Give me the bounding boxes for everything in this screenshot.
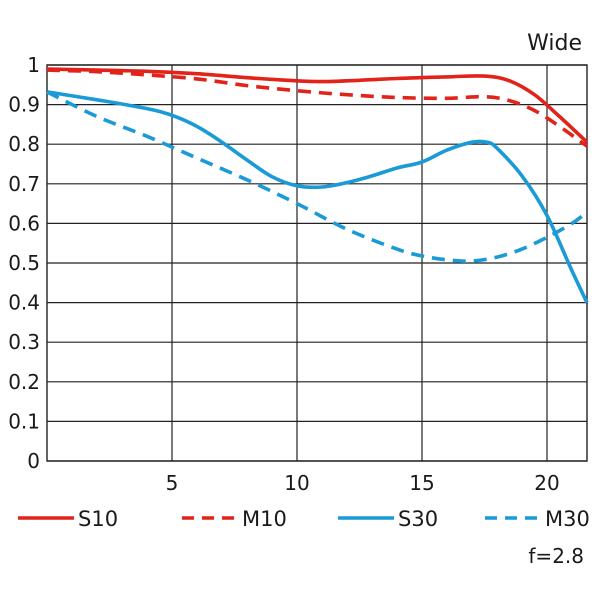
x-tick-label: 10 xyxy=(284,471,309,495)
plot-frame xyxy=(46,64,588,462)
y-tick-label: 0.8 xyxy=(8,132,40,156)
x-tick-label: 20 xyxy=(534,471,559,495)
legend-label-s30: S30 xyxy=(398,507,438,531)
y-tick-label: 0.6 xyxy=(8,211,40,235)
tick-labels: 00.10.20.30.40.50.60.70.80.915 10 15 20 xyxy=(8,53,560,495)
series-line-m10 xyxy=(46,68,589,148)
series-lines xyxy=(46,67,589,304)
y-tick-label: 0.2 xyxy=(8,370,40,394)
x-tick-label: 15 xyxy=(409,471,434,495)
y-tick-label: 0.1 xyxy=(8,409,40,433)
series-line-s10 xyxy=(46,67,589,144)
legend-label-s10: S10 xyxy=(78,507,118,531)
legend-label-m30: M30 xyxy=(545,507,590,531)
y-tick-label: 0.7 xyxy=(8,172,40,196)
series-line-m30 xyxy=(46,90,589,263)
y-tick-label: 0.3 xyxy=(8,330,40,354)
legend-label-m10: M10 xyxy=(242,507,287,531)
series-line-s30 xyxy=(46,90,589,304)
aperture-note: f=2.8 xyxy=(528,544,584,568)
y-tick-label: 0.9 xyxy=(8,93,40,117)
y-tick-label: 0.5 xyxy=(8,251,40,275)
y-tick-label: 0 xyxy=(27,449,40,473)
y-tick-label: 1 xyxy=(27,53,40,77)
chart-title: Wide xyxy=(527,31,582,56)
x-tick-label: 5 xyxy=(166,471,179,495)
legend: S10 M10 S30 M30 xyxy=(18,507,590,531)
y-tick-label: 0.4 xyxy=(8,291,40,315)
